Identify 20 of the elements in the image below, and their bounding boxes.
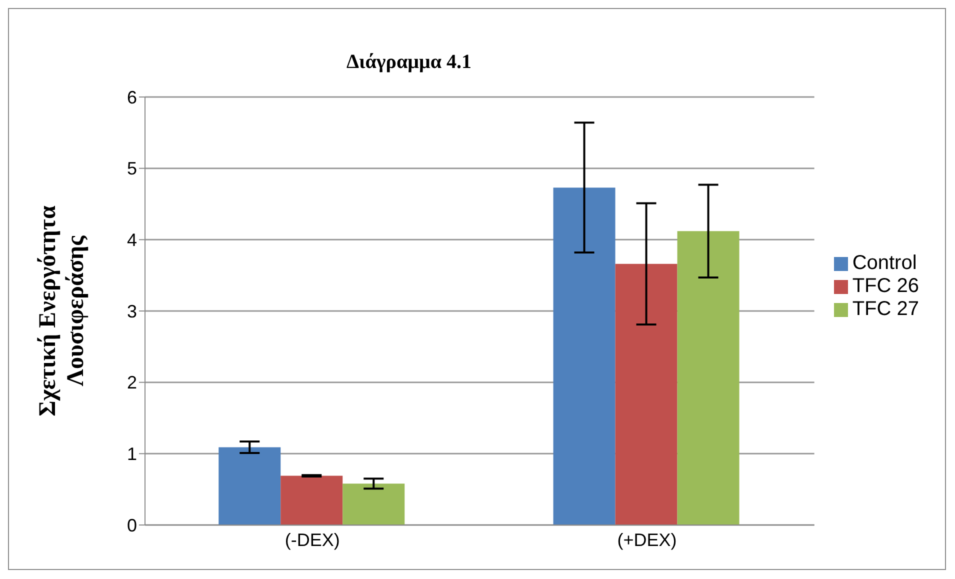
chart-title: Διάγραμμα 4.1 bbox=[346, 51, 472, 74]
y-tick-label: 2 bbox=[126, 372, 137, 393]
x-tick-label: (-DEX) bbox=[284, 530, 340, 550]
y-tick-label: 5 bbox=[126, 158, 137, 179]
y-tick-label: 6 bbox=[126, 87, 137, 108]
bar bbox=[280, 476, 343, 525]
legend-label: Control bbox=[852, 252, 917, 274]
bar bbox=[342, 484, 405, 525]
legend-label: TFC 26 bbox=[852, 275, 919, 297]
y-tick-label: 1 bbox=[126, 444, 137, 464]
bar bbox=[677, 231, 740, 525]
legend-label: TFC 27 bbox=[852, 298, 919, 320]
y-tick-label: 0 bbox=[126, 515, 137, 536]
y-tick-label: 3 bbox=[126, 301, 137, 322]
bar bbox=[553, 188, 616, 525]
y-tick-label: 4 bbox=[126, 230, 137, 250]
bar bbox=[218, 447, 281, 525]
bar bbox=[615, 264, 678, 525]
x-tick-label: (+DEX) bbox=[617, 530, 677, 550]
y-axis-title: Σχετική Ενεργότητα Λουσιφεράσης bbox=[35, 205, 89, 416]
